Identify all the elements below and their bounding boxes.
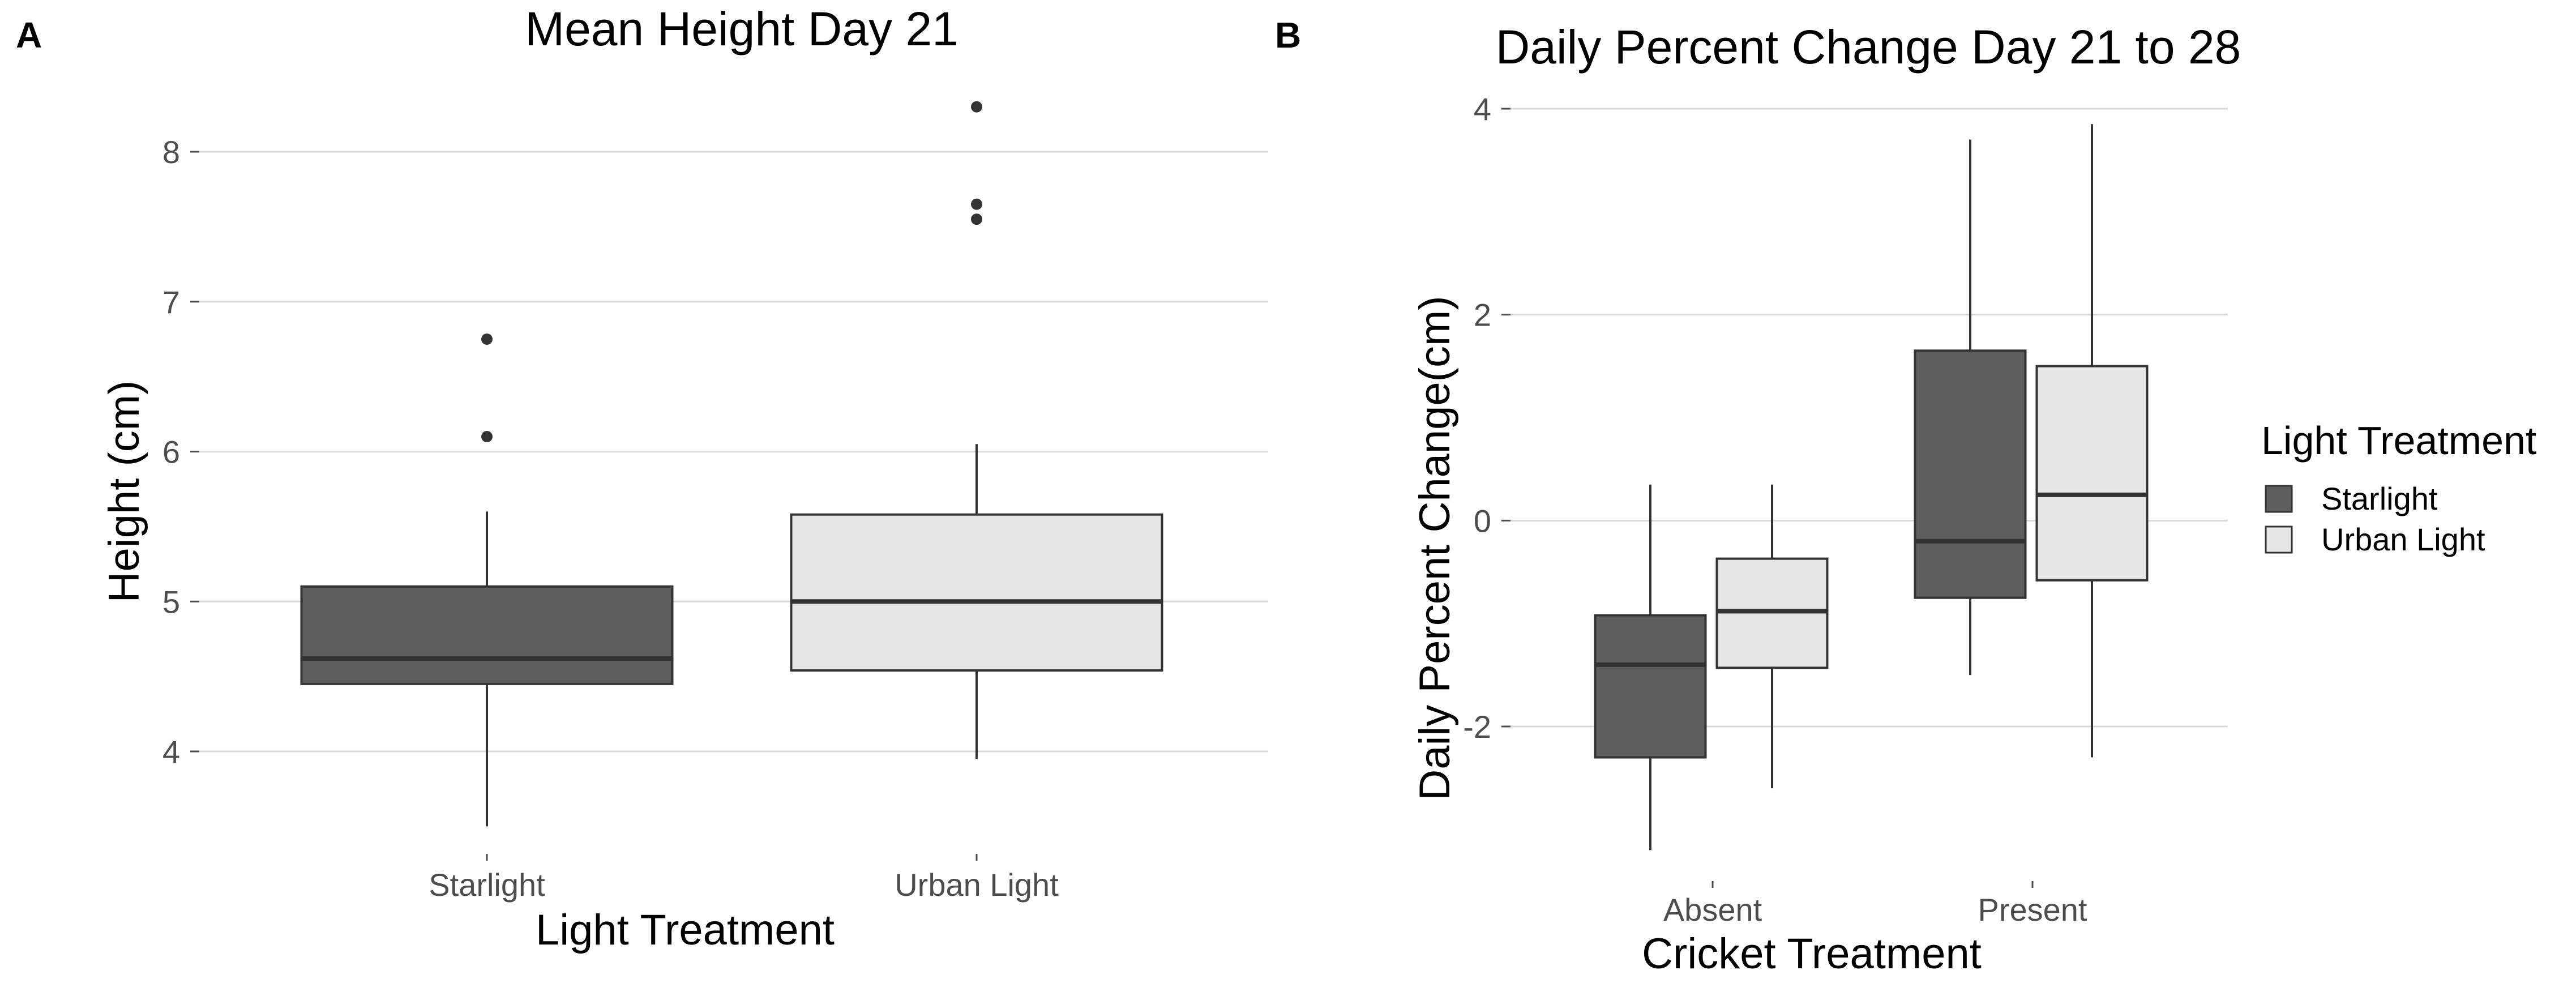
box-urban-light-urban-light-iqr	[790, 513, 1163, 672]
y-tick-label-2: 2	[1474, 297, 1491, 333]
box-urban-light-urban-light-outlier-3	[971, 101, 982, 113]
box-starlight-starlight-iqr	[300, 585, 674, 685]
chart-a-y-axis: 4 5 6 7 8	[162, 134, 199, 770]
panel-label-b: B	[1275, 15, 1301, 55]
chart-a-y-axis-title: Height (cm)	[100, 381, 148, 603]
chart-b-x-axis: Absent Present	[1663, 881, 2087, 928]
chart-b-y-axis-title: Daily Percent Change(cm)	[1411, 296, 1459, 800]
box-present-urban-light-iqr	[2035, 365, 2149, 582]
chart-b-y-axis: -2 0 2 4	[1463, 91, 1510, 745]
y-tick-label-7: 7	[162, 284, 180, 320]
y-tick-label-8: 8	[162, 134, 180, 170]
box-starlight-starlight-outlier-1	[481, 431, 493, 443]
chart-b-title: Daily Percent Change Day 21 to 28	[1496, 20, 2241, 74]
legend-key-starlight	[2265, 485, 2293, 513]
panel-b: B Daily Percent Change Day 21 to 28 -2 0 2…	[1275, 15, 2536, 978]
box-present-urban-light	[2035, 124, 2149, 758]
legend-label-starlight: Starlight	[2321, 481, 2438, 516]
chart-a-title: Mean Height Day 21	[525, 2, 958, 55]
chart-a-x-axis-title: Light Treatment	[536, 906, 835, 954]
panel-label-a: A	[16, 15, 42, 55]
legend-label-urban-light: Urban Light	[2321, 522, 2485, 557]
box-starlight-starlight	[300, 333, 674, 827]
box-urban-light-urban-light-outlier-1	[971, 213, 982, 225]
y-tick-label-4: 4	[162, 734, 180, 770]
y-tick-label-2: -2	[1463, 709, 1491, 745]
chart-a-x-axis: Starlight Urban Light	[429, 854, 1059, 903]
x-tick-label-absent: Absent	[1663, 892, 1762, 928]
legend-title: Light Treatment	[2261, 418, 2536, 463]
y-tick-label-4: 4	[1474, 91, 1491, 127]
y-tick-label-0: 0	[1474, 503, 1491, 538]
chart-a-boxes	[300, 101, 1163, 827]
box-absent-starlight-iqr	[1594, 614, 1707, 759]
chart-b-x-axis-title: Cricket Treatment	[1642, 930, 1982, 978]
legend-key-urban-light	[2265, 525, 2293, 554]
x-tick-label-present: Present	[1978, 892, 2087, 928]
box-absent-starlight	[1594, 484, 1707, 850]
y-tick-label-5: 5	[162, 584, 180, 619]
box-urban-light-urban-light	[790, 101, 1163, 759]
box-present-starlight-iqr	[1914, 349, 2027, 599]
panel-a: A Mean Height Day 21 4 5 6 7 8 Starlight Urba…	[16, 2, 1268, 954]
x-tick-label-urban-light: Urban Light	[895, 867, 1059, 903]
chart-b-boxes	[1594, 124, 2149, 850]
box-absent-urban-light	[1715, 484, 1829, 789]
y-tick-label-6: 6	[162, 434, 180, 470]
x-tick-label-starlight: Starlight	[429, 867, 545, 903]
box-present-starlight	[1914, 139, 2027, 676]
legend: Light Treatment Starlight Urban Light	[2261, 418, 2536, 557]
box-starlight-starlight-outlier-2	[481, 333, 493, 345]
box-urban-light-urban-light-outlier-2	[971, 198, 982, 210]
